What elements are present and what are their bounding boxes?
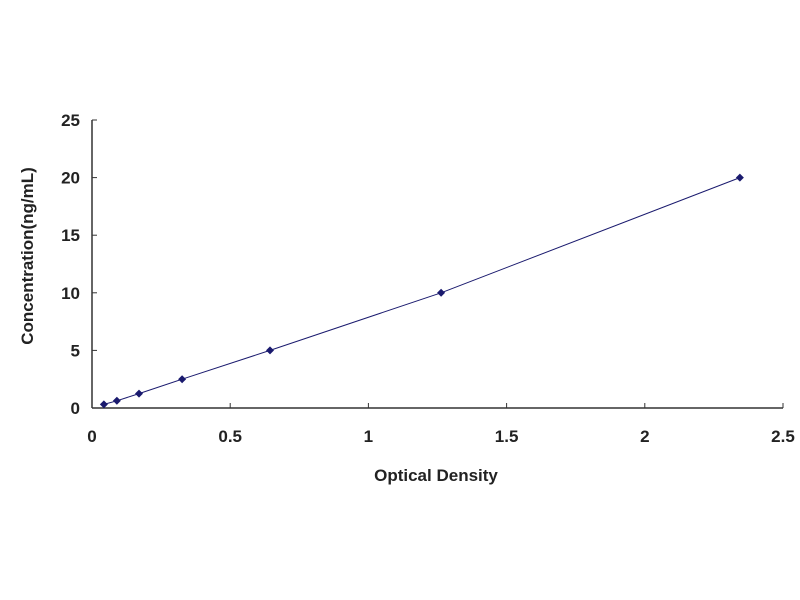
data-point [99,400,108,409]
y-tick-label: 25 [61,111,80,130]
y-tick-label: 0 [71,399,80,418]
y-axis-label: Concentration(ng/mL) [18,167,37,345]
x-tick-label: 2 [640,427,649,446]
data-point [266,346,275,355]
y-tick-label: 15 [61,226,80,245]
y-tick-label: 5 [71,341,80,360]
x-tick-label: 1.5 [495,427,519,446]
x-tick-label: 0.5 [218,427,242,446]
x-tick-label: 0 [87,427,96,446]
y-tick-labels: 0 5 10 15 20 25 [61,111,80,418]
axes [91,119,784,409]
x-tick-label: 1 [364,427,373,446]
x-tick-labels: 0 0.5 1 1.5 2 2.5 [87,427,795,446]
series [99,173,744,409]
y-tick-label: 20 [61,169,80,188]
x-axis-label: Optical Density [374,466,498,485]
fit-line [103,177,741,405]
data-point [735,173,744,182]
data-point [178,375,187,384]
data-point [134,389,143,398]
x-tick-label: 2.5 [771,427,795,446]
data-point [437,288,446,297]
y-tick-label: 10 [61,284,80,303]
data-point [112,396,121,405]
